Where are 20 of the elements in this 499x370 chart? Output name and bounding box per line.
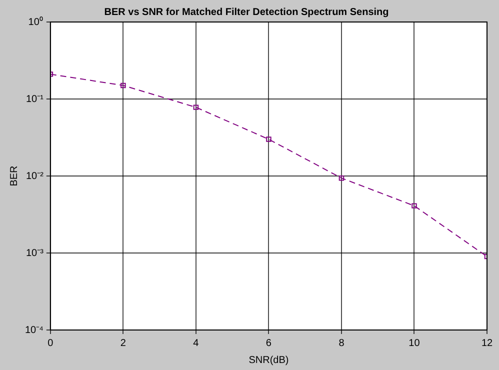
point [266, 136, 272, 142]
y-tick-label: 10⁰ [28, 16, 44, 28]
y-tick-label: 10⁻² [26, 170, 44, 182]
chart-title: BER vs SNR for Matched Filter Detection Spectrum Sensing [104, 6, 389, 18]
y-tick-label: 10⁻⁴ [25, 324, 44, 336]
x-tick-label: 4 [193, 338, 200, 349]
point [412, 203, 417, 208]
point [193, 104, 199, 110]
x-tick-label: 12 [481, 338, 493, 349]
x-tick-label: 6 [266, 338, 272, 349]
x-tick-label: 10 [408, 338, 420, 349]
x-tick-label: 0 [48, 338, 54, 349]
y-axis-title: BER [8, 166, 20, 186]
point [120, 82, 126, 88]
point [338, 175, 344, 181]
y-tick-label: 10⁻³ [26, 248, 44, 259]
x-tick-label: 8 [338, 338, 345, 349]
y-tick-label: 10⁻¹ [26, 94, 44, 105]
x-tick-label: 2 [120, 338, 126, 349]
x-axis-title: SNR(dB) [248, 354, 289, 366]
